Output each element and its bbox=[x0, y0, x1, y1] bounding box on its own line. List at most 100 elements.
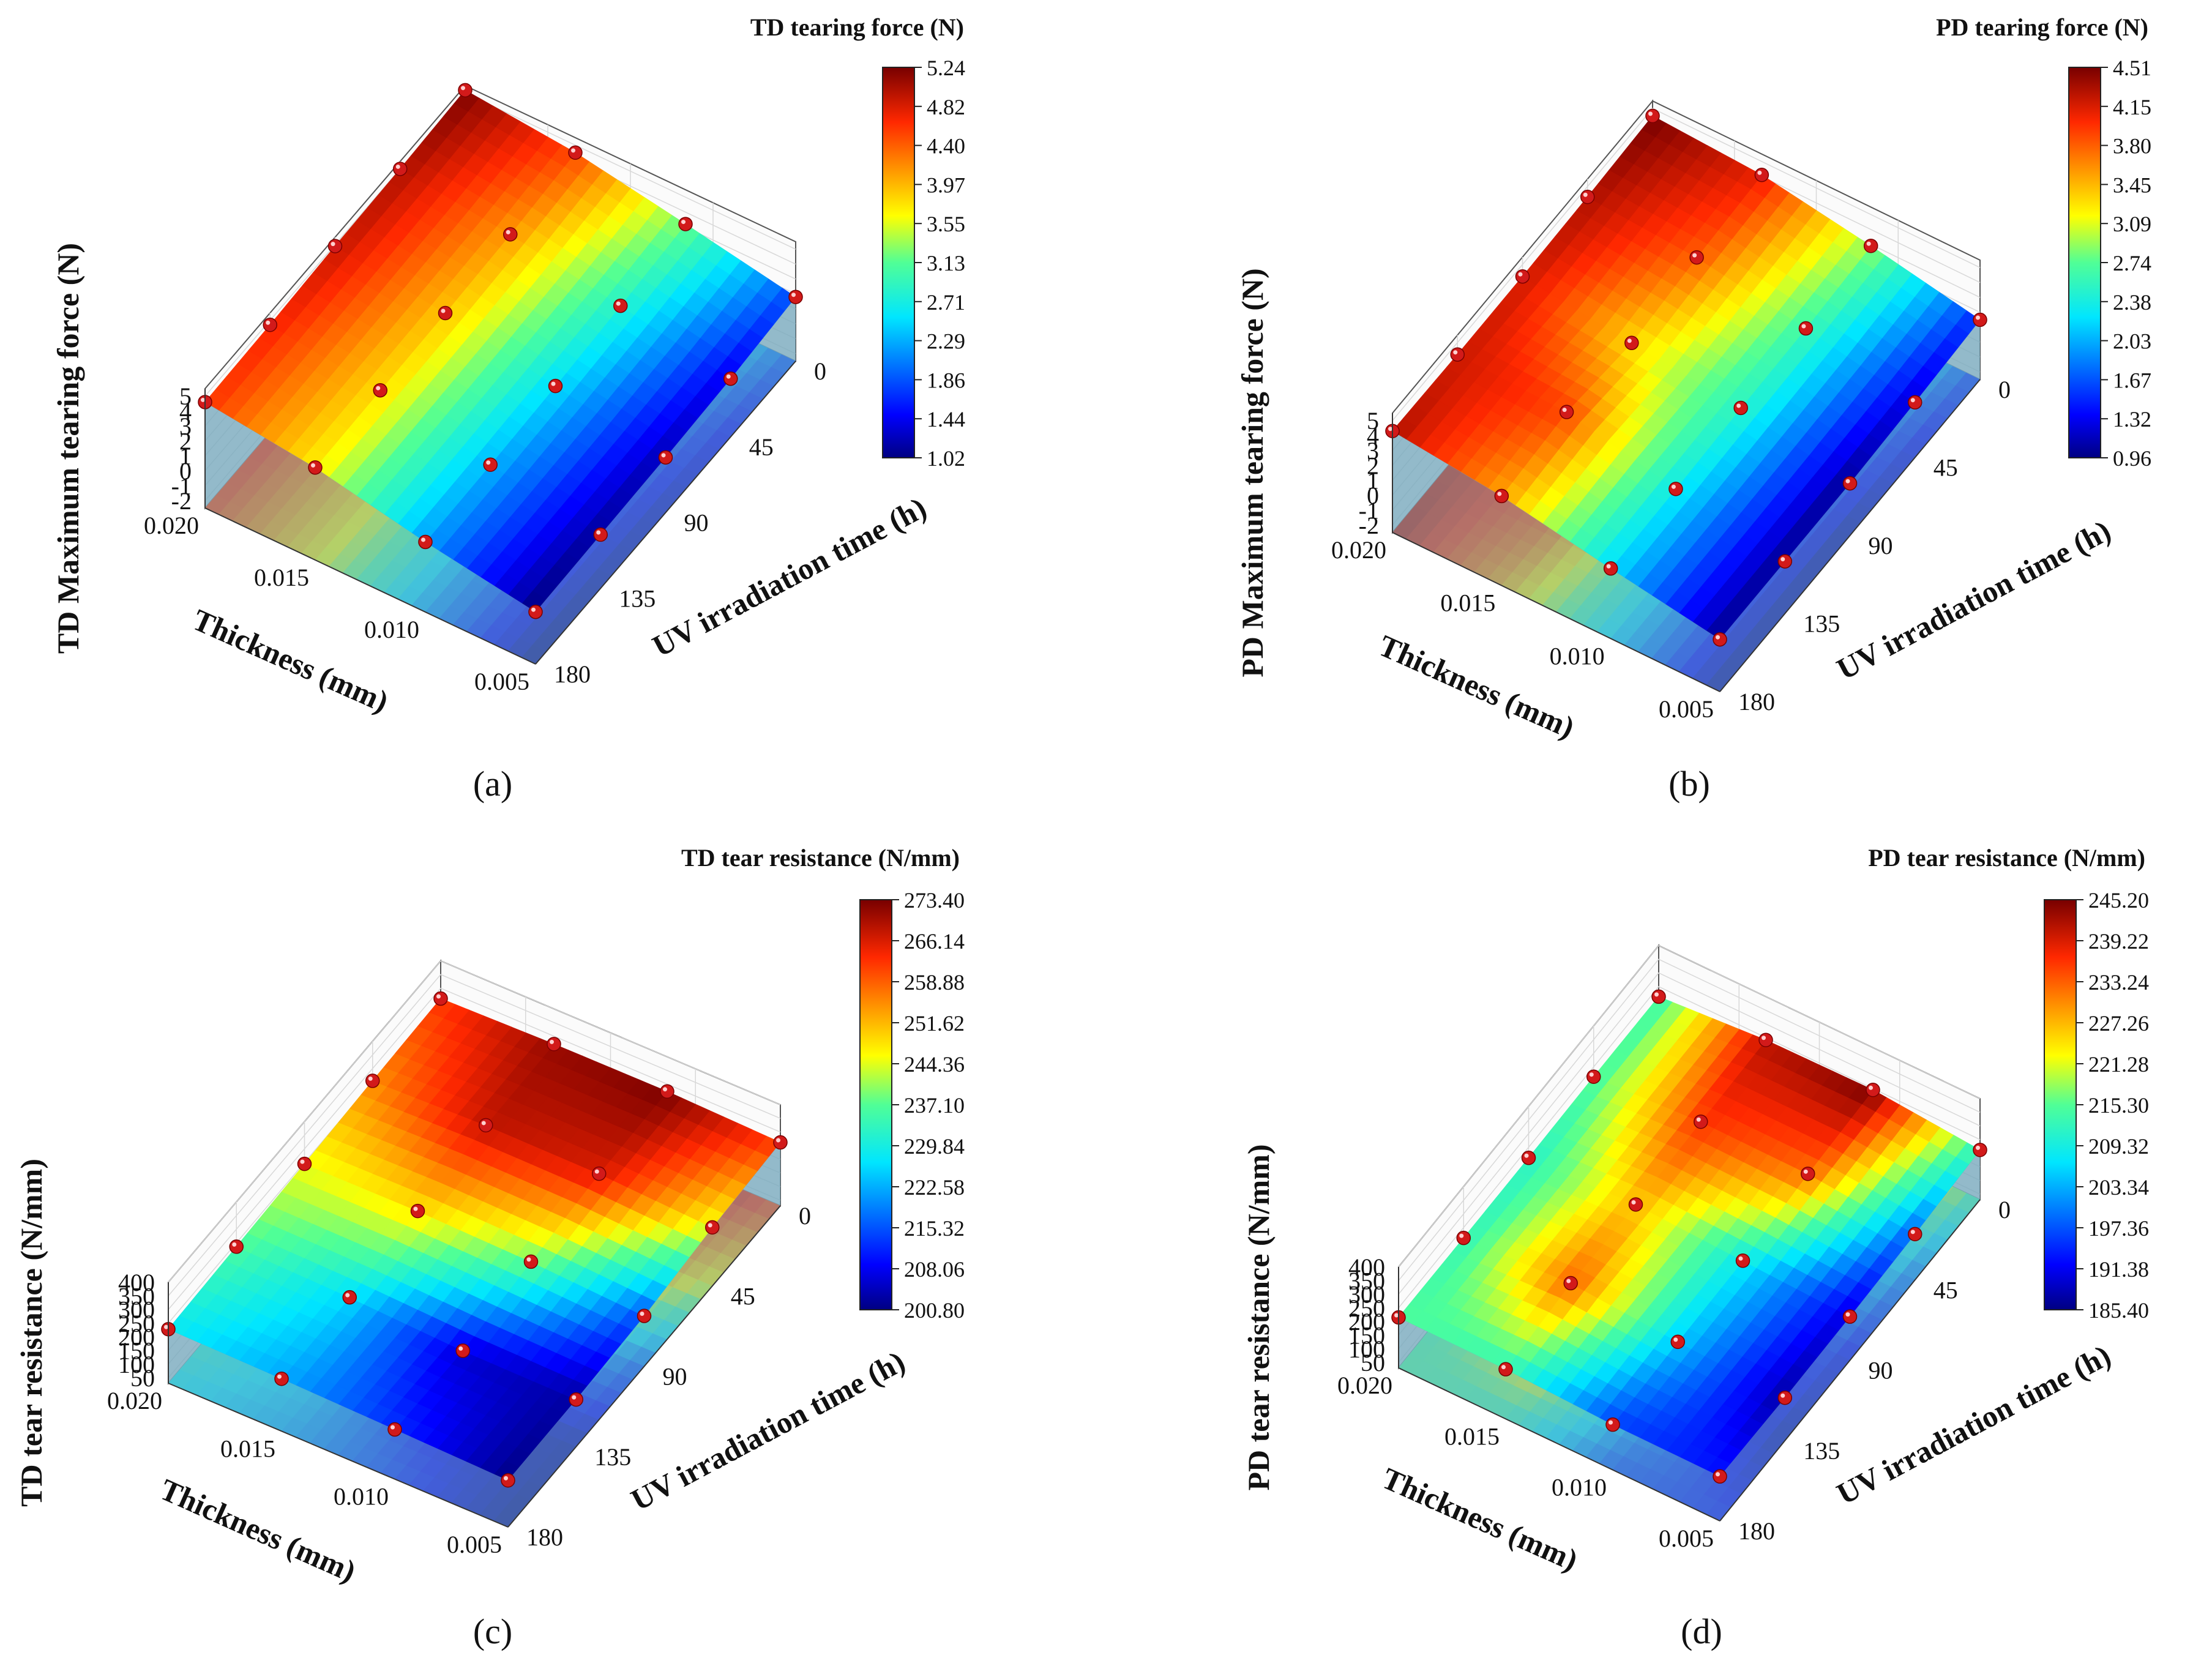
data-point bbox=[1563, 1275, 1578, 1291]
z-tick-label: -2 bbox=[1359, 512, 1379, 539]
data-point bbox=[410, 1203, 425, 1219]
figure-label: (c) bbox=[473, 1612, 512, 1651]
axis-time-line bbox=[535, 360, 796, 665]
data-point bbox=[1645, 108, 1660, 124]
colorbar-tick-label: 3.09 bbox=[2113, 212, 2151, 236]
data-point-highlight bbox=[390, 1425, 395, 1430]
data-point bbox=[1863, 238, 1878, 253]
thickness-tick-label: 0.010 bbox=[364, 616, 419, 643]
data-point-highlight bbox=[1801, 324, 1806, 329]
data-point bbox=[483, 457, 498, 472]
colorbar-tick-label: 1.44 bbox=[927, 407, 965, 431]
data-point-highlight bbox=[1609, 1420, 1613, 1425]
data-point-highlight bbox=[1627, 338, 1632, 343]
data-point bbox=[660, 1084, 674, 1099]
data-point-highlight bbox=[526, 1257, 531, 1262]
chart-panel-a: 543210-1-20.0200.0150.0100.0050459013518… bbox=[51, 13, 965, 804]
data-point-highlight bbox=[1692, 253, 1697, 258]
colorbar-tick-label: 3.45 bbox=[2113, 173, 2151, 197]
surface-cell bbox=[454, 89, 480, 112]
colorbar-tick-label: 273.40 bbox=[904, 888, 965, 913]
data-point-highlight bbox=[506, 230, 510, 234]
data-point-highlight bbox=[531, 607, 536, 612]
colorbar-tick-label: 3.13 bbox=[927, 251, 965, 275]
data-point-highlight bbox=[661, 453, 666, 458]
data-point bbox=[1735, 1253, 1751, 1268]
data-point bbox=[1670, 1334, 1685, 1350]
z-axis-title: TD tear resistance (N/mm) bbox=[14, 1159, 48, 1507]
data-point bbox=[1758, 1033, 1773, 1047]
data-point-highlight bbox=[791, 293, 796, 297]
time-tick-label: 45 bbox=[731, 1282, 755, 1310]
data-point-highlight bbox=[201, 397, 205, 402]
data-point bbox=[263, 318, 277, 332]
data-point bbox=[503, 227, 518, 242]
data-point bbox=[1668, 482, 1683, 496]
figure-label: (a) bbox=[473, 764, 512, 804]
colorbar-tick-label: 3.97 bbox=[927, 173, 965, 197]
colorbar-tick-label: 208.06 bbox=[904, 1257, 965, 1282]
colorbar-tick-label: 4.51 bbox=[2113, 56, 2151, 80]
data-point-highlight bbox=[413, 1206, 418, 1211]
thickness-tick-label: 0.015 bbox=[254, 564, 309, 591]
data-point-highlight bbox=[1453, 350, 1458, 355]
data-point bbox=[723, 371, 738, 386]
data-point-highlight bbox=[1869, 1085, 1873, 1090]
data-point-highlight bbox=[1524, 1153, 1529, 1158]
data-point-highlight bbox=[776, 1138, 780, 1143]
thickness-tick-label: 0.005 bbox=[474, 668, 529, 695]
data-point-highlight bbox=[708, 1223, 712, 1228]
data-point bbox=[568, 145, 583, 160]
data-point-highlight bbox=[1910, 398, 1915, 403]
thickness-axis-title: Thickness (mm) bbox=[155, 1472, 361, 1589]
z-tick-label: 1 bbox=[179, 443, 192, 470]
chart-panel-d: 400350300250200150100500.0200.0150.0100.… bbox=[1241, 844, 2149, 1651]
z-tick-label: 4 bbox=[179, 398, 192, 425]
data-point-highlight bbox=[1866, 241, 1871, 246]
time-tick-label: 90 bbox=[1869, 532, 1893, 559]
data-point-highlight bbox=[1388, 427, 1392, 431]
data-point-highlight bbox=[1501, 1365, 1506, 1370]
data-point-highlight bbox=[277, 1374, 282, 1379]
colorbar-tick-label: 237.10 bbox=[904, 1093, 965, 1118]
data-point-highlight bbox=[300, 1159, 305, 1164]
time-tick-label: 90 bbox=[663, 1363, 687, 1391]
z-tick-label: -2 bbox=[171, 487, 192, 515]
colorbar-tick-label: 5.24 bbox=[927, 56, 965, 80]
data-point-highlight bbox=[1631, 1200, 1636, 1205]
data-point-highlight bbox=[345, 1293, 350, 1298]
time-tick-label: 180 bbox=[1738, 688, 1775, 715]
data-point-highlight bbox=[1780, 557, 1785, 562]
colorbar-tick-label: 222.58 bbox=[904, 1175, 965, 1200]
time-tick-label: 45 bbox=[749, 433, 774, 461]
colorbar-tick-label: 1.86 bbox=[927, 368, 965, 392]
time-tick-label: 135 bbox=[619, 585, 656, 612]
data-point-highlight bbox=[461, 86, 465, 91]
data-point-highlight bbox=[164, 1324, 168, 1329]
colorbar-title: TD tear resistance (N/mm) bbox=[681, 844, 960, 872]
curtain-front-right bbox=[536, 297, 796, 664]
data-point-highlight bbox=[421, 537, 425, 542]
data-point-highlight bbox=[1654, 992, 1659, 997]
thickness-tick-label: 0.020 bbox=[107, 1387, 162, 1414]
colorbar-tick-label: 266.14 bbox=[904, 929, 965, 954]
z-axis-title: TD Maximum tearing force (N) bbox=[51, 243, 85, 654]
data-point bbox=[387, 1422, 402, 1437]
data-point-highlight bbox=[266, 320, 271, 325]
curtain-front-left bbox=[205, 402, 536, 664]
data-point-highlight bbox=[551, 381, 556, 386]
data-point bbox=[1842, 1309, 1858, 1324]
data-point bbox=[1733, 400, 1748, 416]
data-point bbox=[1694, 1114, 1708, 1129]
colorbar-tick-label: 2.74 bbox=[2113, 251, 2151, 275]
thickness-tick-label: 0.020 bbox=[144, 512, 199, 539]
data-point-highlight bbox=[1736, 403, 1741, 408]
z-tick-label: 5 bbox=[179, 383, 192, 410]
chart-panel-c: 400350300250200150100500.0200.0150.0100.… bbox=[14, 844, 965, 1651]
data-point-highlight bbox=[596, 530, 601, 535]
data-point bbox=[637, 1309, 652, 1323]
data-point-highlight bbox=[1673, 1337, 1678, 1342]
data-point bbox=[547, 1037, 561, 1051]
data-point-highlight bbox=[640, 1312, 645, 1316]
axis-thickness-line bbox=[204, 507, 536, 665]
